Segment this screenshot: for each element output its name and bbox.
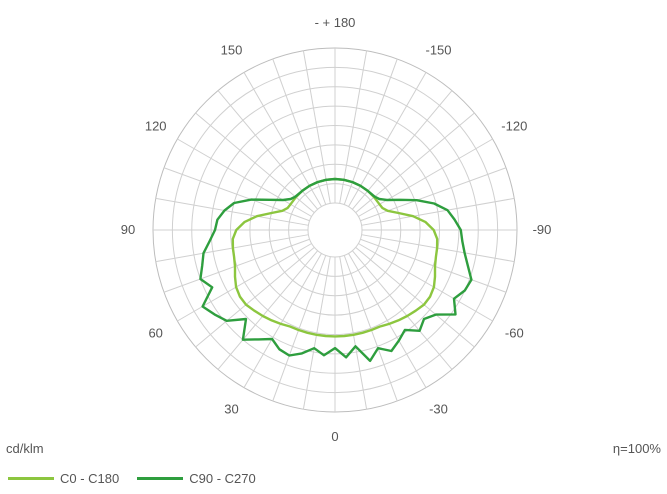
angle-tick-labels: - + 180 150 120 90 60 30 0 -30 -60 -90 -120 -150	[121, 15, 552, 444]
grid-spoke	[358, 243, 493, 322]
grid-spoke	[272, 58, 327, 205]
grid-spoke	[163, 238, 310, 293]
grid-spoke	[351, 250, 453, 370]
grid-spoke	[177, 243, 312, 322]
grid-spoke	[217, 250, 319, 370]
grid-spoke	[302, 50, 331, 204]
angle-tick-label: -150	[425, 43, 451, 58]
grid-spoke	[348, 253, 427, 388]
grid-spoke	[358, 138, 493, 217]
angle-tick-label: -90	[533, 222, 552, 237]
angle-tick-label: 90	[121, 222, 135, 237]
legend-item-c0-c180: C0 - C180	[8, 471, 119, 486]
grid-spoke	[360, 238, 507, 293]
grid-spoke	[343, 58, 398, 205]
angle-tick-label: 0	[331, 429, 338, 444]
grid-spoke	[361, 197, 515, 226]
legend-swatch-c90-c270	[137, 477, 184, 480]
legend-label-c90-c270: C90 - C270	[189, 471, 256, 486]
angle-tick-label: -30	[429, 401, 448, 416]
legend-item-c90-c270: C90 - C270	[137, 471, 256, 486]
series-line-c90-c270	[199, 177, 473, 363]
series-line-c0-c180	[231, 177, 439, 338]
grid-spoke	[360, 167, 507, 222]
grid-spoke	[177, 138, 312, 217]
grid-spoke	[343, 255, 398, 402]
grid-spoke	[243, 72, 322, 207]
grid-spoke	[163, 167, 310, 222]
grid-spoke	[339, 50, 368, 204]
grid-spoke	[155, 197, 309, 226]
grid-spoke	[339, 256, 368, 410]
grid-ring	[307, 202, 363, 258]
grid-spoke	[243, 253, 322, 388]
angle-tick-label: 120	[145, 119, 167, 134]
angle-tick-label: 150	[221, 43, 243, 58]
grid-spoke	[355, 246, 475, 348]
angle-tick-label: -60	[505, 326, 524, 341]
legend-label-c0-c180: C0 - C180	[60, 471, 120, 486]
grid-spoke	[217, 90, 319, 210]
series-layer	[199, 177, 473, 363]
grid-spoke	[195, 246, 315, 348]
polar-chart: - + 180 150 120 90 60 30 0 -30 -60 -90 -120 -150	[121, 15, 552, 444]
legend: C0 - C180 C90 - C270	[8, 471, 256, 486]
angle-tick-label: - + 180	[315, 15, 356, 30]
grid-spoke	[272, 255, 327, 402]
angle-tick-label: 30	[224, 401, 238, 416]
grid-spoke	[351, 90, 453, 210]
efficiency-label: η=100%	[612, 441, 661, 456]
grid-spoke	[348, 72, 427, 207]
angle-tick-label: -120	[501, 119, 527, 134]
grid-spoke	[302, 256, 331, 410]
unit-label: cd/klm	[6, 441, 44, 456]
grid-spokes	[153, 48, 517, 412]
legend-swatch-c0-c180	[8, 477, 54, 480]
angle-tick-label: 60	[148, 326, 162, 341]
